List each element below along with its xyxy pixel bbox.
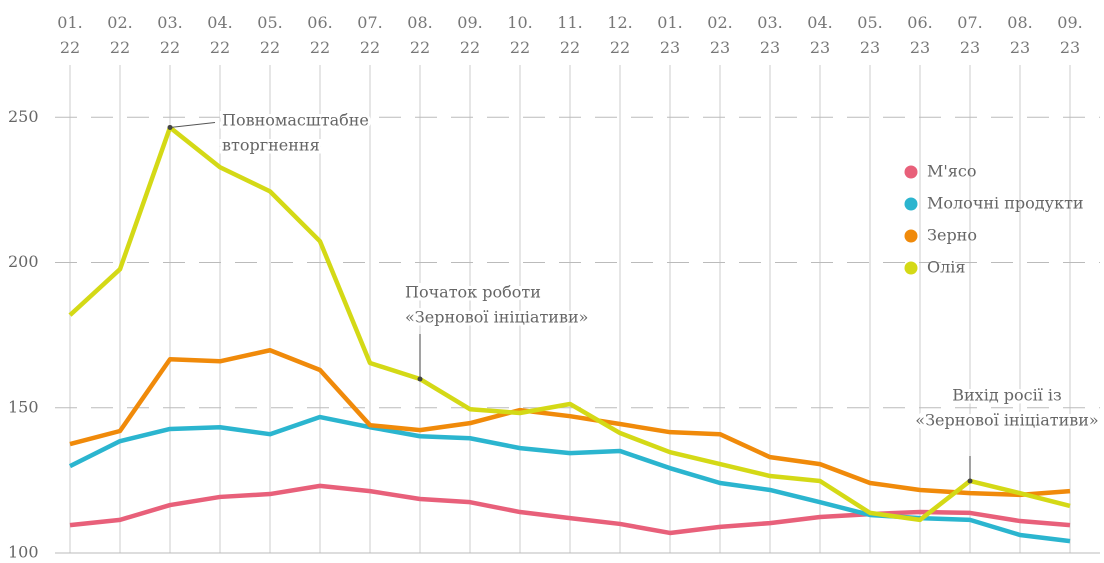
annotation-text: вторгнення — [222, 136, 320, 155]
x-tick-label: 06. 23 — [907, 13, 933, 57]
x-tick-label: 09. 23 — [1057, 13, 1083, 57]
x-tick-label: 11. 22 — [557, 13, 583, 57]
line-series — [69, 483, 1071, 536]
x-tick-label: 07. 22 — [357, 13, 383, 57]
x-tick-label: 03. 22 — [157, 13, 183, 57]
x-tick-label: 01. 23 — [657, 13, 683, 57]
legend-swatch — [904, 197, 918, 211]
legend-label: Олія — [927, 258, 966, 277]
y-tick-label: 250 — [8, 107, 39, 126]
annotation-text: Вихід росії із — [952, 386, 1062, 405]
annotation-dot — [417, 376, 423, 382]
annotation-leader — [169, 121, 216, 128]
x-tick-label: 10. 22 — [507, 13, 533, 57]
x-tick-label: 03. 23 — [757, 13, 783, 57]
legend-label: Молочні продукти — [927, 194, 1084, 213]
annotation-dot — [967, 478, 973, 484]
annotation-dot — [167, 124, 173, 130]
annotation-text: Повномасштабне — [222, 111, 369, 130]
x-tick-label: 02. 22 — [107, 13, 133, 57]
x-tick-label: 02. 23 — [707, 13, 733, 57]
x-tick-label: 08. 22 — [407, 13, 433, 57]
x-tick-label: 07. 23 — [957, 13, 983, 57]
legend-label: М'ясо — [927, 162, 976, 181]
x-tick-label: 12. 22 — [607, 13, 633, 57]
legend-label: Зерно — [927, 226, 977, 245]
legend-swatch — [904, 261, 918, 275]
x-tick-label: 05. 22 — [257, 13, 283, 57]
x-tick-label: 05. 23 — [857, 13, 883, 57]
y-tick-label: 150 — [8, 397, 39, 416]
annotation-text: «Зернової ініціативи» — [915, 411, 1098, 430]
x-tick-label: 04. 23 — [807, 13, 833, 57]
x-tick-label: 08. 23 — [1007, 13, 1033, 57]
legend-swatch — [904, 165, 918, 179]
line-series — [68, 125, 1071, 523]
x-tick-label: 04. 22 — [207, 13, 233, 57]
line-series — [69, 347, 1071, 498]
x-tick-label: 01. 22 — [57, 13, 83, 57]
y-tick-label: 100 — [8, 543, 39, 562]
annotation-text: «Зернової ініціативи» — [405, 308, 588, 327]
x-tick-label: 06. 22 — [307, 13, 333, 57]
y-tick-label: 200 — [8, 252, 39, 271]
annotation-text: Початок роботи — [405, 283, 541, 302]
x-tick-label: 09. 22 — [457, 13, 483, 57]
legend-swatch — [904, 229, 918, 243]
